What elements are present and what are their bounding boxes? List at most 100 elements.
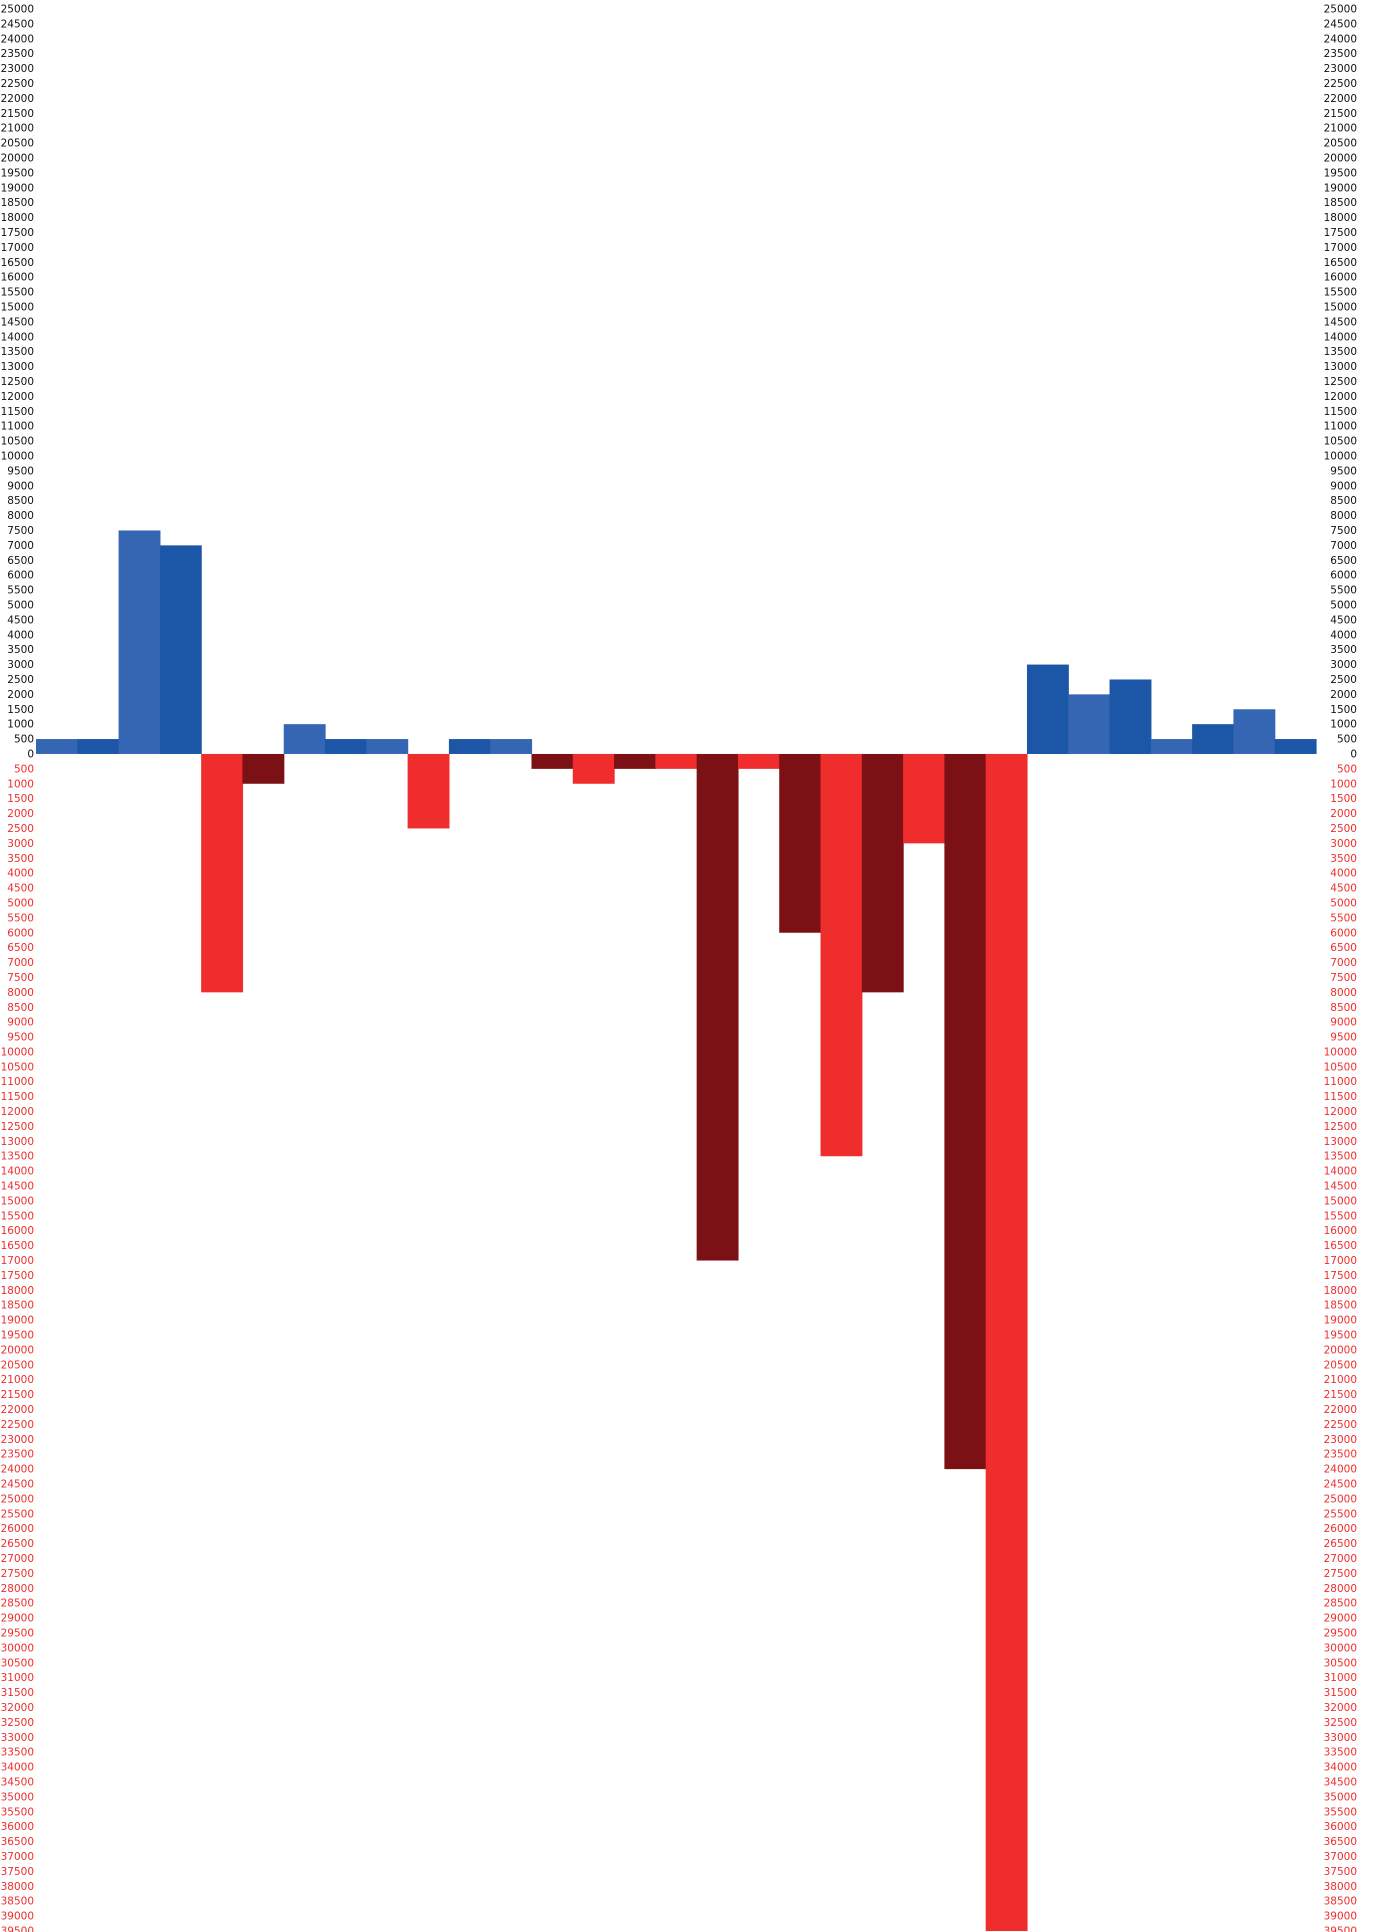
right-tick-label: 13500	[1324, 1151, 1357, 1163]
left-tick-label: 6000	[7, 927, 34, 939]
left-tick-label: 30000	[1, 1642, 34, 1654]
right-tick-label: 15500	[1324, 287, 1357, 299]
right-tick-label: 32500	[1324, 1717, 1357, 1729]
left-tick-label: 10500	[1, 436, 34, 448]
left-tick-label: 20000	[1, 152, 34, 164]
bar-7	[325, 739, 367, 754]
right-tick-label: 19000	[1324, 182, 1357, 194]
left-tick-label: 500	[14, 763, 34, 775]
right-tick-label: 3500	[1330, 853, 1357, 865]
right-tick-label: 500	[1337, 734, 1357, 746]
right-tick-label: 8000	[1330, 987, 1357, 999]
right-tick-label: 19000	[1324, 1315, 1357, 1327]
bar-24	[1026, 664, 1069, 754]
right-tick-label: 18000	[1324, 1285, 1357, 1297]
right-tick-label: 5000	[1330, 897, 1357, 909]
right-tick-label: 12500	[1324, 376, 1357, 388]
right-tick-label: 1500	[1330, 704, 1357, 716]
left-tick-label: 16500	[1, 1240, 34, 1252]
bar-15	[655, 753, 698, 769]
bar-21	[903, 753, 945, 844]
right-tick-label: 4500	[1330, 883, 1357, 895]
left-tick-label: 20000	[1, 1344, 34, 1356]
bar-17	[737, 753, 780, 769]
left-tick-label: 17500	[1, 1270, 34, 1282]
right-tick-label: 6500	[1330, 942, 1357, 954]
left-tick-label: 6000	[7, 570, 34, 582]
left-tick-label: 2500	[7, 674, 34, 686]
left-tick-label: 16000	[1, 272, 34, 284]
right-tick-label: 4000	[1330, 629, 1357, 641]
right-tick-label: 20000	[1324, 1344, 1357, 1356]
left-axis-ticks: 2500024500240002350023000225002200021500…	[1, 4, 34, 1932]
bar-12	[531, 753, 574, 769]
right-tick-label: 13000	[1324, 1136, 1357, 1148]
bar-20	[861, 753, 904, 993]
right-tick-label: 14500	[1324, 1181, 1357, 1193]
right-tick-label: 9500	[1330, 465, 1357, 477]
right-tick-label: 17500	[1324, 227, 1357, 239]
right-tick-label: 1000	[1330, 719, 1357, 731]
right-tick-label: 5000	[1330, 599, 1357, 611]
left-tick-label: 19000	[1, 1315, 34, 1327]
right-tick-label: 5500	[1330, 585, 1357, 597]
left-tick-label: 33500	[1, 1747, 34, 1759]
right-tick-label: 7500	[1330, 972, 1357, 984]
left-tick-label: 4500	[7, 614, 34, 626]
bar-9	[407, 753, 450, 829]
bar-18	[779, 753, 822, 933]
bar-0	[36, 739, 78, 754]
right-tick-label: 17000	[1324, 242, 1357, 254]
right-tick-label: 11500	[1324, 1091, 1357, 1103]
bar-19	[820, 753, 863, 1157]
left-tick-label: 19500	[1, 167, 34, 179]
right-tick-label: 12000	[1324, 1106, 1357, 1118]
right-tick-label: 9500	[1330, 1032, 1357, 1044]
left-tick-label: 2500	[7, 823, 34, 835]
left-tick-label: 0	[27, 748, 34, 760]
left-tick-label: 26000	[1, 1523, 34, 1535]
right-tick-label: 33000	[1324, 1732, 1357, 1744]
left-tick-label: 10000	[1, 450, 34, 462]
right-tick-label: 27500	[1324, 1568, 1357, 1580]
left-tick-label: 7500	[7, 525, 34, 537]
right-tick-label: 23500	[1324, 1449, 1357, 1461]
left-tick-label: 3000	[7, 838, 34, 850]
bar-29	[1233, 709, 1276, 754]
right-tick-label: 23000	[1324, 63, 1357, 75]
left-tick-label: 13500	[1, 1151, 34, 1163]
right-tick-label: 30500	[1324, 1657, 1357, 1669]
right-tick-label: 18500	[1324, 197, 1357, 209]
right-tick-label: 25500	[1324, 1508, 1357, 1520]
right-tick-label: 1000	[1330, 778, 1357, 790]
right-tick-label: 15500	[1324, 1210, 1357, 1222]
left-tick-label: 9000	[7, 480, 34, 492]
left-tick-label: 24000	[1, 33, 34, 45]
bar-1	[77, 739, 120, 754]
right-tick-label: 2500	[1330, 674, 1357, 686]
left-tick-label: 22500	[1, 1419, 34, 1431]
left-tick-label: 21000	[1, 123, 34, 135]
left-tick-label: 28000	[1, 1583, 34, 1595]
left-tick-label: 23000	[1, 1434, 34, 1446]
bar-25	[1068, 694, 1111, 754]
right-tick-label: 20500	[1324, 138, 1357, 150]
right-tick-label: 13000	[1324, 361, 1357, 373]
right-tick-label: 24000	[1324, 33, 1357, 45]
left-tick-label: 32000	[1, 1702, 34, 1714]
left-tick-label: 8500	[7, 1002, 34, 1014]
right-tick-label: 11000	[1324, 1076, 1357, 1088]
left-tick-label: 21500	[1, 108, 34, 120]
right-tick-label: 39500	[1324, 1926, 1357, 1932]
bar-14	[614, 753, 656, 769]
bar-26	[1109, 679, 1152, 754]
left-tick-label: 11500	[1, 406, 34, 418]
right-tick-label: 21000	[1324, 123, 1357, 135]
right-tick-label: 16500	[1324, 257, 1357, 269]
right-tick-label: 2500	[1330, 823, 1357, 835]
left-tick-label: 23500	[1, 1449, 34, 1461]
left-tick-label: 14000	[1, 1166, 34, 1178]
left-tick-label: 9000	[7, 1017, 34, 1029]
right-tick-label: 25000	[1324, 4, 1357, 16]
right-tick-label: 35500	[1324, 1806, 1357, 1818]
